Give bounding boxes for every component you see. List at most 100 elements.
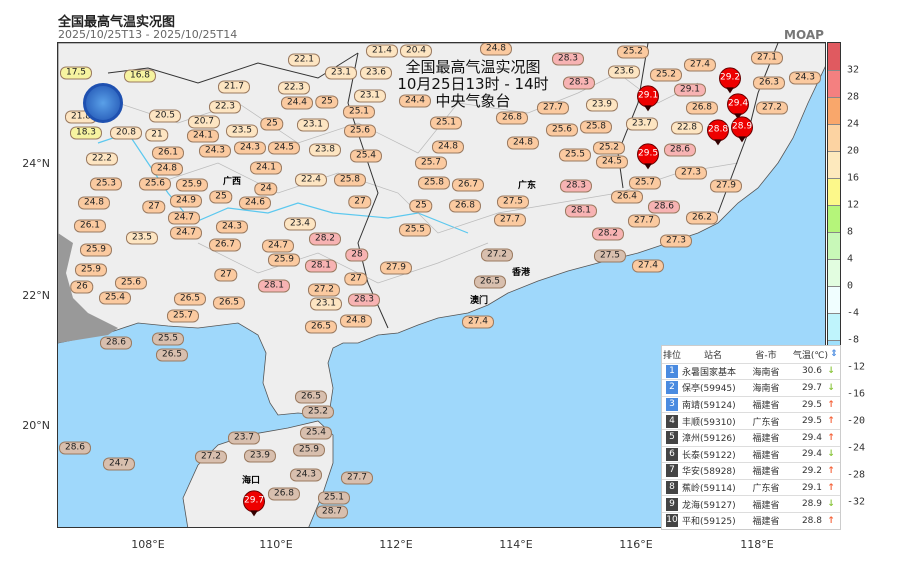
station-temp-label[interactable]: 25.2	[592, 141, 626, 155]
station-temp-label[interactable]: 25.8	[579, 120, 613, 134]
ranking-row[interactable]: 6 长泰(59122) 福建省 29.4 ↓	[662, 445, 840, 463]
station-temp-label[interactable]: 25.8	[417, 176, 451, 190]
station-temp-label[interactable]: 26.1	[151, 146, 185, 160]
station-temp-label[interactable]: 28.6	[647, 200, 681, 214]
station-temp-label[interactable]: 25.7	[414, 156, 448, 170]
station-temp-label[interactable]: 28.1	[304, 259, 338, 273]
station-temp-label[interactable]: 28.3	[347, 293, 381, 307]
station-temp-label[interactable]: 26.4	[610, 190, 644, 204]
station-temp-label[interactable]: 25.1	[429, 116, 463, 130]
station-temp-label[interactable]: 27.9	[379, 261, 413, 275]
station-temp-label[interactable]: 25.6	[545, 123, 579, 137]
station-temp-label[interactable]: 25.7	[628, 176, 662, 190]
station-temp-label[interactable]: 26.5	[304, 320, 338, 334]
station-temp-label[interactable]: 25.6	[343, 124, 377, 138]
station-temp-label[interactable]: 26.1	[73, 219, 107, 233]
top-station-marker[interactable]: 29.5	[637, 143, 659, 170]
station-temp-label[interactable]: 24.8	[339, 314, 373, 328]
station-temp-label[interactable]: 25.3	[89, 177, 123, 191]
station-temp-label[interactable]: 22.8	[670, 121, 704, 135]
ranking-row[interactable]: 5 漳州(59126) 福建省 29.4 ↑	[662, 428, 840, 446]
station-temp-label[interactable]: 24.9	[169, 194, 203, 208]
station-temp-label[interactable]: 23.5	[125, 231, 159, 245]
top-station-marker[interactable]: 29.7	[243, 490, 265, 517]
station-temp-label[interactable]: 27.2	[755, 101, 789, 115]
station-temp-label[interactable]: 27.5	[496, 195, 530, 209]
station-temp-label[interactable]: 26.8	[267, 487, 301, 501]
station-temp-label[interactable]: 27	[142, 200, 166, 214]
station-temp-label[interactable]: 28.7	[315, 505, 349, 519]
station-temp-label[interactable]: 25.4	[299, 426, 333, 440]
station-temp-label[interactable]: 25.2	[616, 45, 650, 59]
top-station-marker[interactable]: 28.9	[731, 116, 753, 143]
station-temp-label[interactable]: 26.5	[473, 275, 507, 289]
station-temp-label[interactable]: 23.6	[359, 66, 393, 80]
station-temp-label[interactable]: 25.2	[301, 405, 335, 419]
station-temp-label[interactable]: 28.6	[99, 336, 133, 350]
station-temp-label[interactable]: 27.3	[674, 166, 708, 180]
station-temp-label[interactable]: 25	[260, 117, 284, 131]
station-temp-label[interactable]: 21.7	[217, 80, 251, 94]
ranking-row[interactable]: 7 华安(58928) 福建省 29.2 ↑	[662, 462, 840, 479]
station-temp-label[interactable]: 28.6	[663, 143, 697, 157]
station-temp-label[interactable]: 24.3	[233, 141, 267, 155]
station-temp-label[interactable]: 23.1	[309, 297, 343, 311]
station-temp-label[interactable]: 17.5	[59, 66, 93, 80]
station-temp-label[interactable]: 24.5	[595, 155, 629, 169]
ranking-row[interactable]: 4 丰顺(59310) 广东省 29.5 ↑	[662, 412, 840, 429]
station-temp-label[interactable]: 27.4	[631, 259, 665, 273]
ranking-row[interactable]: 3 南靖(59124) 福建省 29.5 ↑	[662, 395, 840, 413]
station-temp-label[interactable]: 27.7	[627, 214, 661, 228]
station-temp-label[interactable]: 27.4	[461, 315, 495, 329]
station-temp-label[interactable]: 28.3	[562, 76, 596, 90]
station-temp-label[interactable]: 25.7	[166, 309, 200, 323]
station-temp-label[interactable]: 18.3	[69, 126, 103, 140]
ranking-row[interactable]: 10 平和(59125) 福建省 28.8 ↑	[662, 511, 840, 529]
station-temp-label[interactable]: 27.2	[480, 248, 514, 262]
ranking-row[interactable]: 9 龙海(59127) 福建省 28.9 ↓	[662, 495, 840, 512]
station-temp-label[interactable]: 27.7	[493, 213, 527, 227]
station-temp-label[interactable]: 25.9	[79, 243, 113, 257]
station-temp-label[interactable]: 24.1	[186, 129, 220, 143]
station-temp-label[interactable]: 21.4	[365, 44, 399, 58]
station-temp-label[interactable]: 22.1	[287, 53, 321, 67]
station-temp-label[interactable]: 25.1	[342, 105, 376, 119]
station-temp-label[interactable]: 27.9	[709, 179, 743, 193]
station-temp-label[interactable]: 23.1	[296, 118, 330, 132]
station-temp-label[interactable]: 22.3	[277, 81, 311, 95]
station-temp-label[interactable]: 23.5	[225, 124, 259, 138]
top-station-marker[interactable]: 29.4	[727, 93, 749, 120]
station-temp-label[interactable]: 23.9	[585, 98, 619, 112]
top-station-marker[interactable]: 29.1	[637, 85, 659, 112]
station-temp-label[interactable]: 25.9	[175, 178, 209, 192]
station-temp-label[interactable]: 28.1	[564, 204, 598, 218]
station-temp-label[interactable]: 23.1	[324, 66, 358, 80]
station-temp-label[interactable]: 24.8	[150, 162, 184, 176]
sort-icon[interactable]: ⇕	[830, 349, 838, 360]
station-temp-label[interactable]: 24.7	[167, 211, 201, 225]
station-temp-label[interactable]: 26.5	[173, 292, 207, 306]
station-temp-label[interactable]: 28	[345, 248, 369, 262]
station-temp-label[interactable]: 26.8	[495, 111, 529, 125]
station-temp-label[interactable]: 23.1	[353, 89, 387, 103]
station-temp-label[interactable]: 27	[214, 268, 238, 282]
station-temp-label[interactable]: 25.5	[398, 223, 432, 237]
station-temp-label[interactable]: 28.2	[591, 227, 625, 241]
station-temp-label[interactable]: 22.2	[85, 152, 119, 166]
top-station-marker[interactable]: 29.2	[719, 67, 741, 94]
station-temp-label[interactable]: 24.8	[77, 196, 111, 210]
station-temp-label[interactable]: 24.8	[479, 43, 513, 56]
station-temp-label[interactable]: 25.2	[649, 68, 683, 82]
station-temp-label[interactable]: 23.4	[283, 217, 317, 231]
station-temp-label[interactable]: 24.7	[261, 239, 295, 253]
station-temp-label[interactable]: 24.3	[788, 71, 822, 85]
station-temp-label[interactable]: 23.9	[243, 449, 277, 463]
ranking-row[interactable]: 8 蕉岭(59114) 广东省 29.1 ↑	[662, 478, 840, 496]
station-temp-label[interactable]: 23.7	[227, 431, 261, 445]
station-temp-label[interactable]: 23.7	[625, 117, 659, 131]
station-temp-label[interactable]: 24.7	[169, 226, 203, 240]
station-temp-label[interactable]: 24.4	[398, 94, 432, 108]
station-temp-label[interactable]: 20.7	[187, 115, 221, 129]
station-temp-label[interactable]: 27.7	[340, 471, 374, 485]
ranking-row[interactable]: 2 保亭(59945) 海南省 29.7 ↓	[662, 379, 840, 396]
